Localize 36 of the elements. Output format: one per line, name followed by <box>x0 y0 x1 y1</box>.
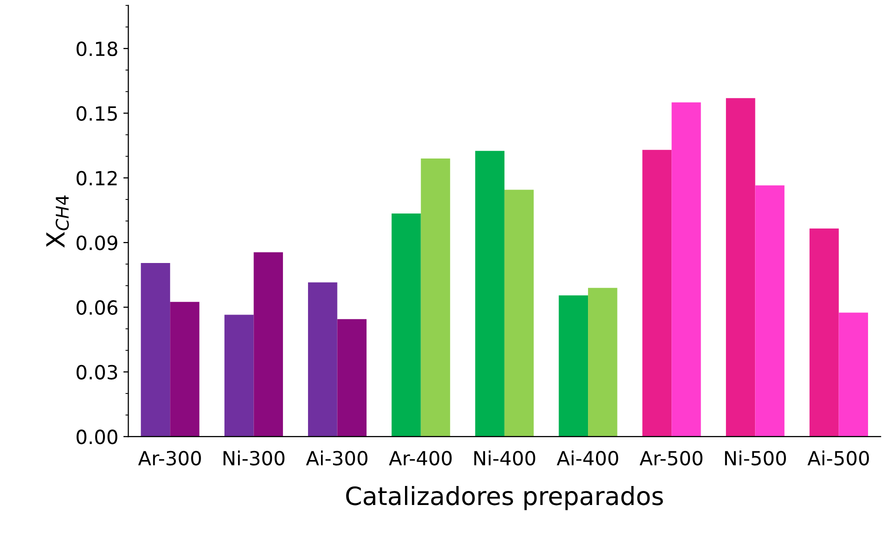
bar <box>392 213 421 437</box>
y-tick-label: 0.06 <box>76 300 118 315</box>
bar <box>170 302 200 437</box>
bar <box>838 312 868 437</box>
bar <box>726 98 756 437</box>
x-tick-label: Ar-300 <box>138 450 201 466</box>
x-tick-label: Ar-400 <box>388 450 452 466</box>
bar <box>475 150 504 437</box>
bar <box>254 252 283 437</box>
y-axis-title: X$_{CH4}$ <box>46 195 69 248</box>
y-tick-label: 0.00 <box>76 430 118 444</box>
bar <box>642 150 672 437</box>
bar <box>337 319 367 437</box>
x-axis-title: Catalizadores preparados <box>346 486 663 510</box>
y-tick-label: 0.03 <box>76 364 118 380</box>
bar <box>588 288 618 437</box>
x-tick-label: Ai-500 <box>808 450 869 466</box>
x-tick-label: Ni-500 <box>725 450 786 466</box>
x-tick-label: Ni-400 <box>474 450 536 466</box>
y-tick-label: 0.12 <box>76 170 117 186</box>
y-tick-label: 0.15 <box>76 106 117 121</box>
x-tick-label: Ni-300 <box>224 450 284 466</box>
bar <box>308 282 338 437</box>
y-tick-label: 0.18 <box>76 41 118 56</box>
bar <box>810 228 839 437</box>
bar <box>558 295 588 437</box>
x-tick-label: Ar-500 <box>640 450 702 466</box>
bar <box>140 263 170 437</box>
bar <box>755 185 784 437</box>
bar <box>504 190 534 437</box>
bar <box>672 102 701 437</box>
bar <box>420 158 450 437</box>
y-tick-label: 0.09 <box>76 236 118 250</box>
bar <box>224 314 254 437</box>
x-tick-label: Ai-400 <box>556 450 618 466</box>
x-tick-label: Ai-300 <box>306 450 368 466</box>
